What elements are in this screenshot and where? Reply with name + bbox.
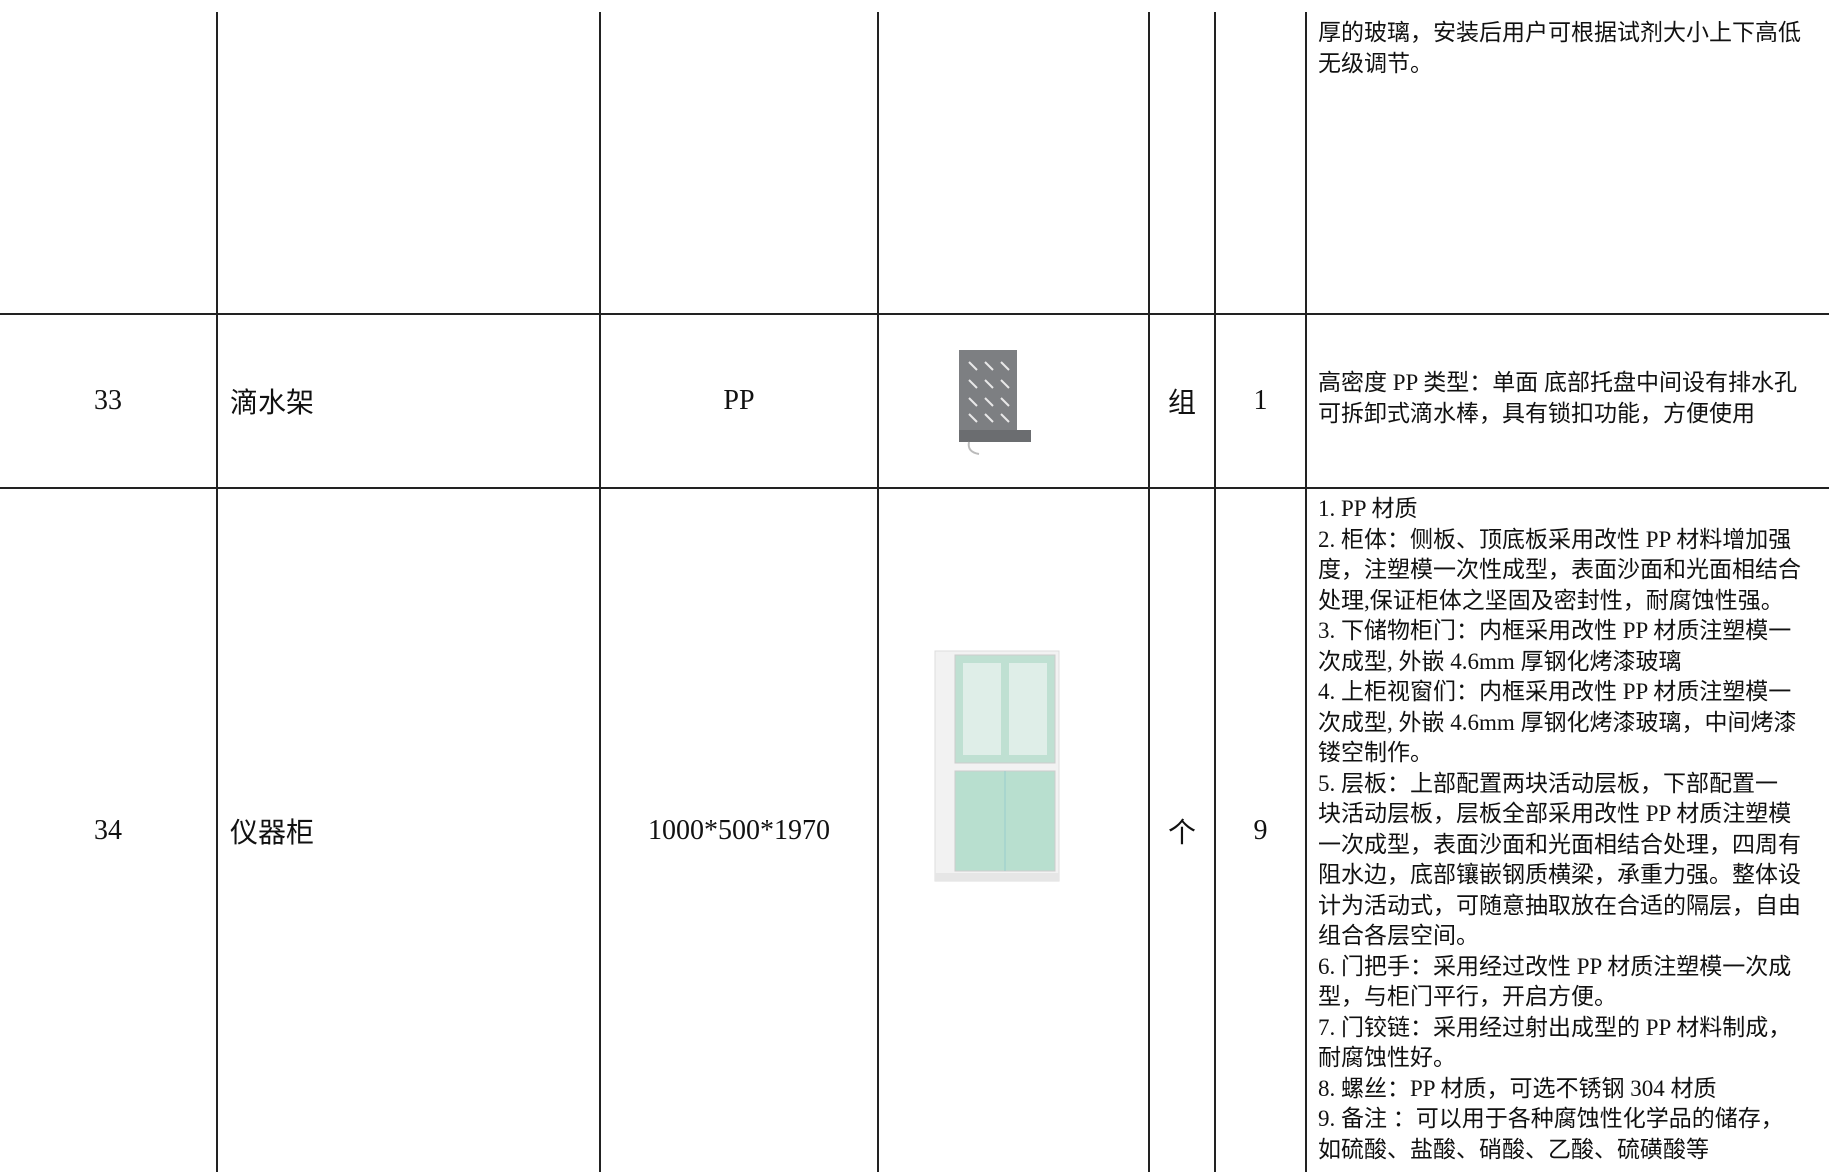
cell-no: 34 bbox=[94, 814, 122, 846]
cell-spec: PP bbox=[723, 385, 755, 416]
description-line: 高密度 PP 类型：单面 底部托盘中间设有排水孔 bbox=[1318, 370, 1797, 395]
description: 1. PP 材质 2. 柜体：侧板、顶底板采用改性 PP 材料增加强 度，注塑模一次… bbox=[1318, 494, 1828, 1165]
description-line: 4. 上柜视窗们：内框采用改性 PP 材质注塑模一 bbox=[1318, 679, 1792, 704]
description-line: 厚的玻璃，安装后用户可根据试剂大小上下高低 bbox=[1318, 20, 1801, 45]
drip-rack-image bbox=[959, 350, 1031, 455]
description-line: 1. PP 材质 bbox=[1318, 496, 1418, 521]
description-line: 2. 柜体：侧板、顶底板采用改性 PP 材料增加强 bbox=[1318, 526, 1792, 552]
description-line: 一次成型，表面沙面和光面相结合处理，四周有 bbox=[1318, 831, 1801, 857]
col-border bbox=[1214, 12, 1216, 1172]
row-border bbox=[0, 313, 1829, 315]
description-line: 计为活动式，可随意抽取放在合适的隔层，自由 bbox=[1318, 892, 1801, 918]
col-border bbox=[216, 12, 218, 1172]
description-line: 耐腐蚀性好。 bbox=[1318, 1045, 1456, 1070]
description-line: 8. 螺丝：PP 材质，可选不锈钢 304 材质 bbox=[1318, 1075, 1717, 1101]
cell-name: 滴水架 bbox=[230, 388, 315, 419]
description-line: 可拆卸式滴水棒，具有锁扣功能，方便使用 bbox=[1318, 400, 1755, 426]
col-border bbox=[599, 12, 601, 1172]
cell-qty: 1 bbox=[1253, 385, 1268, 416]
cell-spec: 1000*500*1970 bbox=[648, 814, 830, 846]
description-line: 处理,保证柜体之坚固及密封性，耐腐蚀性强。 bbox=[1318, 587, 1784, 613]
description-line: 无级调节。 bbox=[1318, 50, 1433, 76]
description-line: 次成型, 外嵌 4.6mm 厚钢化烤漆玻璃，中间烤漆 bbox=[1318, 709, 1797, 735]
cell-unit: 个 bbox=[1167, 817, 1196, 849]
col-border bbox=[877, 12, 879, 1172]
cabinet-image bbox=[934, 650, 1060, 882]
description-line: 镂空制作。 bbox=[1318, 740, 1433, 765]
row-border bbox=[0, 487, 1829, 489]
cell-no: 33 bbox=[94, 385, 122, 416]
cell-qty: 9 bbox=[1253, 814, 1268, 846]
cell-unit: 组 bbox=[1167, 388, 1196, 419]
description: 高密度 PP 类型：单面 底部托盘中间设有排水孔 可拆卸式滴水棒，具有锁扣功能，方… bbox=[1318, 368, 1828, 429]
cell-name: 仪器柜 bbox=[230, 817, 315, 849]
col-border bbox=[1148, 12, 1150, 1172]
description-line: 次成型, 外嵌 4.6mm 厚钢化烤漆玻璃 bbox=[1318, 648, 1682, 674]
description-line: 7. 门铰链：采用经过射出成型的 PP 材料制成， bbox=[1318, 1014, 1792, 1040]
description-line: 组合各层空间。 bbox=[1318, 923, 1479, 948]
description-line: 阻水边，底部镶嵌钢质横梁，承重力强。整体设 bbox=[1318, 862, 1801, 887]
description-line: 型，与柜门平行，开启方便。 bbox=[1318, 984, 1617, 1009]
description-line: 度，注塑模一次性成型，表面沙面和光面相结合 bbox=[1318, 557, 1801, 582]
description-line: 6. 门把手：采用经过改性 PP 材质注塑模一次成 bbox=[1318, 953, 1792, 979]
col-border bbox=[1305, 12, 1307, 1172]
description-line: 块活动层板，层板全部采用改性 PP 材质注塑模 bbox=[1318, 801, 1792, 826]
description-line: 9. 备注 ：可以用于各种腐蚀性化学品的储存， bbox=[1318, 1106, 1784, 1131]
description-line: 3. 下储物柜门：内框采用改性 PP 材质注塑模一 bbox=[1318, 618, 1792, 643]
description-line: 5. 层板：上部配置两块活动层板，下部配置一 bbox=[1318, 770, 1778, 796]
description: 厚的玻璃，安装后用户可根据试剂大小上下高低 无级调节。 bbox=[1318, 18, 1828, 79]
description-line: 如硫酸、盐酸、硝酸、乙酸、硫磺酸等 bbox=[1318, 1136, 1709, 1162]
